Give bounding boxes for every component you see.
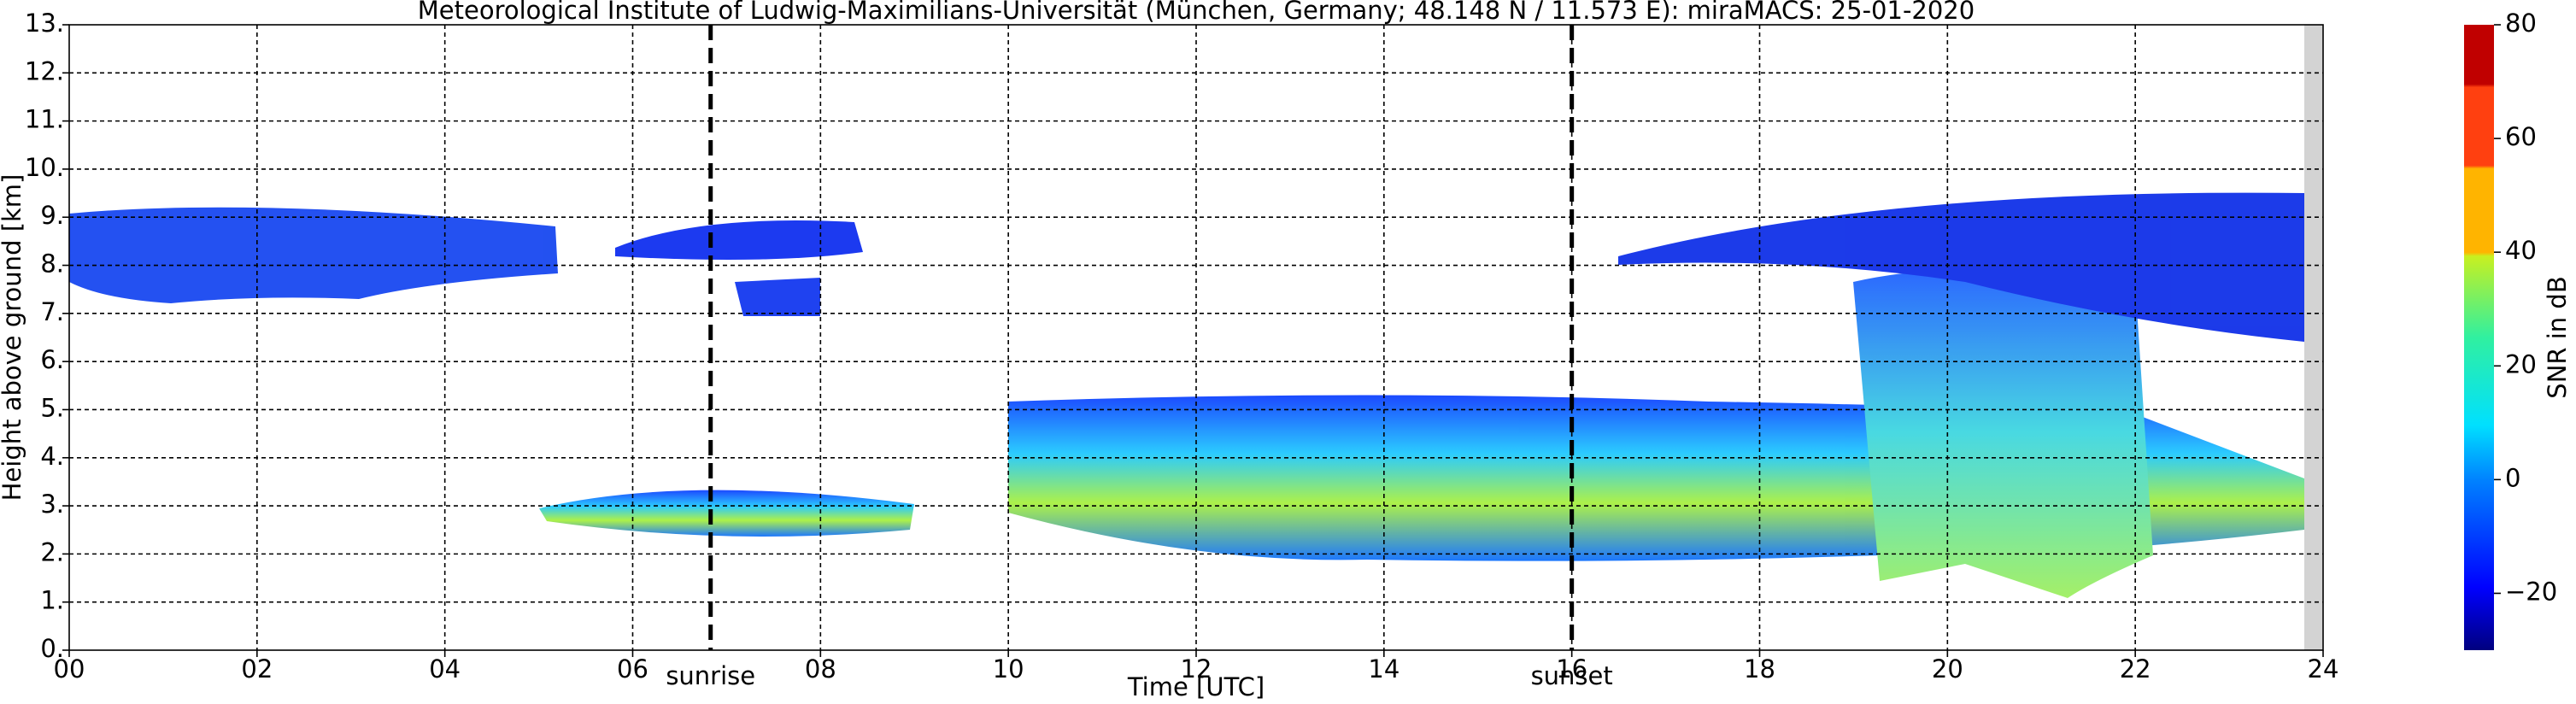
colorbar-tick-label: 40 — [2505, 236, 2537, 265]
event-label: sunset — [1531, 661, 1613, 690]
x-tick-label: 22 — [2120, 654, 2151, 683]
y-tick-label: 11. — [25, 105, 64, 134]
colorbar-tick-label: 60 — [2505, 122, 2537, 151]
x-tick-label: 12 — [1181, 654, 1212, 683]
y-tick-label: 1. — [40, 586, 64, 615]
y-tick-label: 13. — [25, 9, 64, 38]
radar-echo — [69, 192, 2304, 598]
y-tick-label: 10. — [25, 153, 64, 182]
no-data-region — [2304, 25, 2323, 650]
x-tick-label: 10 — [993, 654, 1024, 683]
colorbar-label: SNR in dB — [2543, 276, 2572, 398]
x-axis-label: Time [UTC] — [1127, 672, 1265, 701]
x-tick-label: 02 — [241, 654, 273, 683]
x-tick-label: 04 — [429, 654, 461, 683]
colorbar-tick-label: 80 — [2505, 9, 2537, 38]
x-tick-label: 08 — [805, 654, 836, 683]
chart-title: Meteorological Institute of Ludwig-Maxim… — [418, 0, 1975, 25]
x-tick-label: 00 — [54, 654, 85, 683]
x-tick-label: 18 — [1744, 654, 1775, 683]
x-tick-label: 06 — [617, 654, 648, 683]
y-tick-label: 9. — [40, 201, 64, 230]
y-tick-label: 4. — [40, 442, 64, 471]
x-tick-label: 24 — [2308, 654, 2339, 683]
x-tick-label: 14 — [1368, 654, 1399, 683]
x-tick-label: 20 — [1932, 654, 1963, 683]
x-tick-label: 16 — [1556, 654, 1587, 683]
colorbar-tick-label: 20 — [2505, 349, 2537, 378]
y-tick-label: 3. — [40, 490, 64, 519]
event-label: sunrise — [666, 661, 755, 690]
colorbar-tick-label: 0 — [2505, 463, 2520, 492]
y-axis-label: Height above ground [km] — [0, 174, 26, 502]
y-tick-label: 5. — [40, 393, 64, 422]
y-tick-label: 7. — [40, 297, 64, 326]
colorbar-tick-label: −20 — [2505, 577, 2557, 606]
y-tick-label: 12. — [25, 56, 64, 85]
y-tick-label: 2. — [40, 537, 64, 566]
y-tick-label: 6. — [40, 345, 64, 374]
colorbar — [2464, 25, 2494, 650]
y-tick-label: 0. — [40, 634, 64, 663]
y-tick-label: 8. — [40, 249, 64, 279]
